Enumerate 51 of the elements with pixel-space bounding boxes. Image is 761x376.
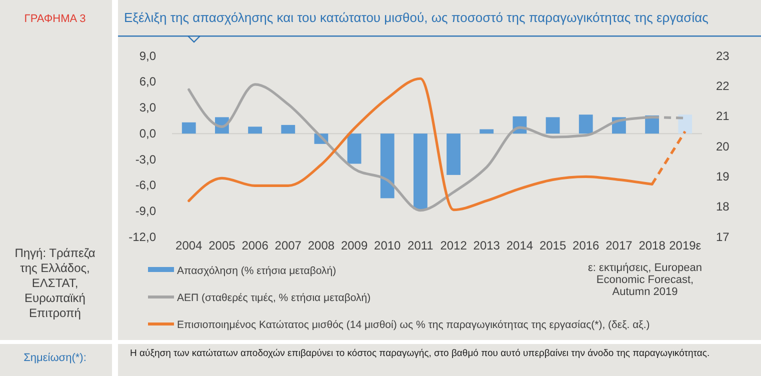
text: ε: εκτιμήσεις, European Economic Forecast, Autumn 2019	[588, 262, 702, 298]
bar	[578, 114, 593, 134]
y-tick-label: -9,0	[135, 204, 156, 218]
chart-title: Εξέλιξη της απασχόλησης και του κατώτατου μισθού, ως ποσοστό της παραγωγικότητας της εργασίας	[124, 10, 708, 25]
y-tick-label: -12,0	[128, 230, 156, 244]
x-tick-label: 2004	[176, 238, 203, 253]
bar	[182, 122, 196, 134]
x-tick-label: 2016	[572, 238, 600, 253]
text: Πηγή: Τράπεζα της Ελλάδος, ΕΛΣΤΑΤ, Ευρωπαϊκή Επιτροπή	[14, 246, 96, 320]
x-tick-label: 2017	[606, 238, 633, 253]
y-tick-label: 6,0	[139, 74, 156, 89]
bar	[414, 134, 428, 210]
bar	[380, 134, 394, 198]
bar	[480, 129, 494, 134]
text: Σημείωση(*):	[24, 352, 86, 364]
x-tick-label: 2011	[408, 238, 434, 253]
y-tick-label: 0,0	[139, 126, 156, 140]
y2-tick-label: 19	[716, 170, 730, 184]
bar	[678, 114, 692, 134]
legend-label: ΑΕΠ (σταθερές τιμές, % ετήσια μεταβολή)	[177, 292, 371, 304]
x-tick-label: 2019ε	[669, 238, 702, 253]
bar	[446, 134, 460, 175]
y-tick-label: -3,0	[135, 152, 156, 166]
x-tick-label: 2018	[638, 238, 666, 253]
y2-tick-label: 17	[716, 230, 730, 244]
bar	[248, 126, 262, 134]
x-tick-label: 2014	[506, 238, 534, 253]
y2-tick-label: 22	[716, 79, 730, 94]
y-tick-label: 3,0	[139, 100, 156, 115]
bar	[281, 124, 296, 134]
y-tick-label: -6,0	[135, 178, 156, 192]
x-tick-label: 2010	[374, 238, 402, 253]
x-tick-label: 2006	[242, 238, 269, 253]
y2-tick-label: 21	[716, 109, 730, 124]
bar	[546, 117, 560, 134]
x-tick-label: 2005	[208, 238, 236, 253]
y-tick-label: 9,0	[139, 48, 156, 63]
legend-label: Απασχόληση (% ετήσια μεταβολή)	[177, 265, 336, 277]
legend-label: Επισιοποιημένος Κατώτατος μισθός (14 μισθοί) ως % της παραγωγικότητας της εργασίας(*), (δεξ. αξ.)	[177, 319, 650, 331]
text: Η αύξηση των κατώτατων αποδοχών επιβαρύνει το κόστος παραγωγής, στο βαθμό που αυτό υπερβαίνει την άνοδο της παραγωγικότητας.	[130, 348, 710, 359]
x-tick-label: 2013	[473, 238, 500, 253]
x-tick-label: 2012	[440, 238, 468, 253]
y2-tick-label: 23	[716, 48, 730, 63]
bar	[347, 134, 362, 164]
y2-tick-label: 20	[716, 139, 730, 154]
x-tick-label: 2009	[340, 238, 368, 253]
text: ΓΡΑΦΗΜΑ 3	[24, 13, 86, 25]
x-tick-label: 2015	[539, 238, 566, 253]
x-tick-label: 2007	[274, 238, 302, 253]
y2-tick-label: 18	[716, 200, 730, 214]
x-tick-label: 2008	[308, 238, 335, 253]
